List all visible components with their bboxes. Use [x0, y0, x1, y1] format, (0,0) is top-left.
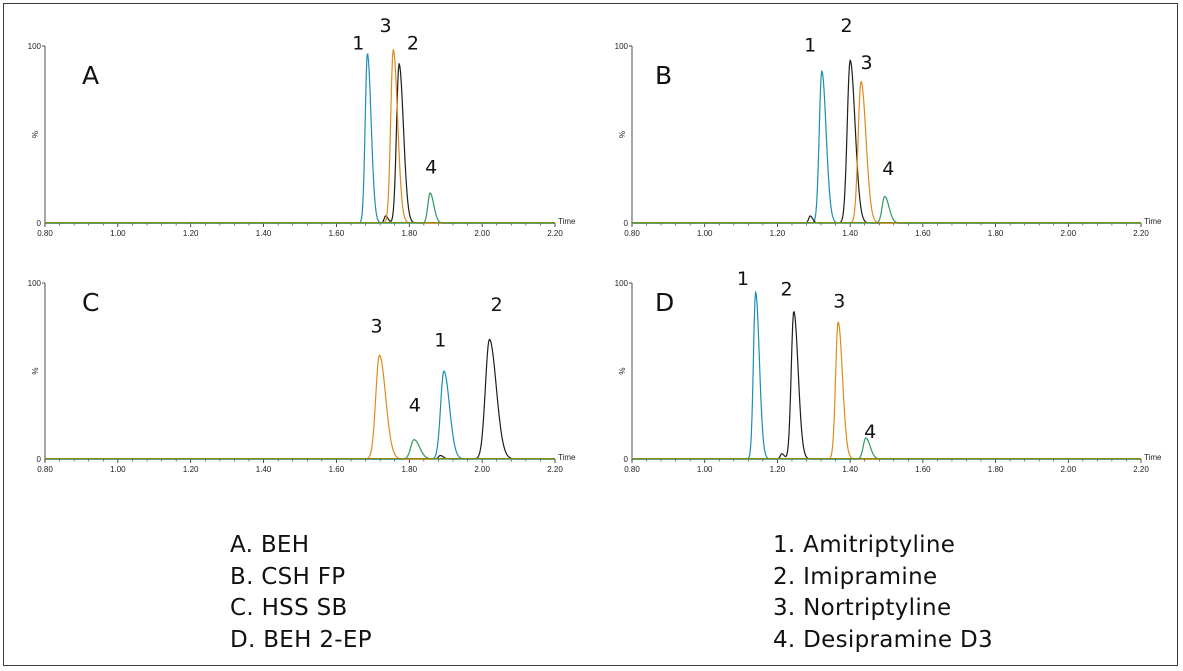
- x-axis-title: Time: [1144, 217, 1162, 226]
- x-tick-label: 2.20: [547, 465, 563, 474]
- y-tick-label: 100: [615, 42, 629, 51]
- x-tick-label: 2.00: [474, 229, 490, 238]
- x-tick-label: 0.80: [37, 465, 53, 474]
- x-tick-label: 2.20: [547, 229, 563, 238]
- trace-desipramine-d3: [632, 437, 1141, 460]
- y-tick-label: 0: [37, 219, 42, 228]
- peak-label: 1: [434, 329, 446, 351]
- panel-letter: A: [82, 61, 99, 90]
- x-tick-label: 1.00: [110, 229, 126, 238]
- peak-label: 4: [864, 421, 876, 443]
- x-tick-label: 2.20: [1133, 229, 1149, 238]
- x-tick-label: 0.80: [37, 229, 53, 238]
- peak-label: 3: [370, 315, 382, 337]
- trace-amitriptyline: [45, 370, 555, 460]
- compound-legend-item: 1. Amitriptyline: [773, 532, 956, 558]
- x-tick-label: 1.60: [915, 465, 931, 474]
- compound-legend-item: 2. Imipramine: [773, 563, 938, 590]
- column-legend: A. BEH B. CSH FP C. HSS SB D. BEH 2-EP: [230, 530, 372, 656]
- y-tick-label: 0: [37, 455, 42, 464]
- x-tick-label: 1.80: [988, 465, 1004, 474]
- x-tick-label: 1.20: [770, 229, 786, 238]
- x-tick-label: 1.40: [256, 465, 272, 474]
- x-tick-label: 2.20: [1133, 465, 1149, 474]
- column-legend-item: B. CSH FP: [230, 563, 346, 590]
- x-tick-label: 1.80: [401, 229, 417, 238]
- peak-label: 2: [780, 278, 792, 300]
- x-tick-label: 2.00: [1060, 229, 1076, 238]
- peak-label: 4: [409, 394, 421, 416]
- x-tick-label: 1.40: [842, 465, 858, 474]
- x-tick-label: 1.20: [183, 229, 199, 238]
- x-tick-label: 1.60: [329, 465, 345, 474]
- x-axis-title: Time: [558, 453, 576, 462]
- trace-imipramine: [45, 338, 555, 460]
- x-tick-label: 1.20: [770, 465, 786, 474]
- trace-amitriptyline: [45, 53, 555, 224]
- peak-label: 4: [882, 158, 894, 180]
- trace-nortriptyline: [45, 48, 555, 224]
- x-tick-label: 1.80: [988, 229, 1004, 238]
- trace-imipramine: [632, 311, 1141, 460]
- x-tick-label: 1.00: [110, 465, 126, 474]
- y-tick-label: 0: [624, 455, 629, 464]
- peak-label: 2: [840, 15, 852, 37]
- x-tick-label: 1.00: [697, 229, 713, 238]
- panel-letter: D: [655, 288, 674, 317]
- y-axis-label: %: [31, 131, 40, 138]
- trace-imipramine: [45, 63, 555, 224]
- x-tick-label: 2.00: [1060, 465, 1076, 474]
- y-tick-label: 100: [28, 279, 42, 288]
- column-legend-item: D. BEH 2-EP: [230, 626, 372, 653]
- panel-letter: C: [82, 288, 99, 317]
- x-axis-title: Time: [558, 217, 576, 226]
- y-axis-label: %: [31, 367, 40, 374]
- trace-desipramine-d3: [632, 195, 1141, 224]
- y-tick-label: 100: [615, 279, 629, 288]
- peak-label: 3: [380, 15, 392, 37]
- peak-label: 4: [425, 156, 437, 178]
- peak-label: 1: [804, 34, 816, 56]
- y-axis-label: %: [618, 131, 627, 138]
- peak-label: 1: [737, 268, 749, 290]
- x-axis-title: Time: [1144, 453, 1162, 462]
- x-tick-label: 1.60: [329, 229, 345, 238]
- trace-amitriptyline: [632, 291, 1141, 460]
- figure-frame: [3, 3, 1178, 666]
- peak-label: 2: [407, 33, 419, 55]
- compound-legend-item: 4. Desipramine D3: [773, 626, 993, 653]
- y-tick-label: 0: [624, 219, 629, 228]
- peak-label: 3: [860, 52, 872, 74]
- x-tick-label: 1.20: [183, 465, 199, 474]
- compound-legend-item: 3. Nortriptyline: [773, 595, 952, 621]
- x-tick-label: 0.80: [624, 229, 640, 238]
- x-tick-label: 2.00: [474, 465, 490, 474]
- compound-legend: 1. Amitriptyline 2. Imipramine 3. Nortri…: [773, 530, 993, 656]
- column-legend-item: A. BEH: [230, 532, 310, 558]
- x-tick-label: 0.80: [624, 465, 640, 474]
- peak-label: 1: [352, 33, 364, 55]
- x-tick-label: 1.40: [256, 229, 272, 238]
- trace-nortriptyline: [632, 321, 1141, 460]
- column-legend-item: C. HSS SB: [230, 595, 348, 621]
- peak-label: 3: [833, 291, 845, 313]
- x-tick-label: 1.40: [842, 229, 858, 238]
- y-axis-label: %: [618, 367, 627, 374]
- panel-letter: B: [655, 61, 672, 90]
- y-tick-label: 100: [28, 42, 42, 51]
- peak-label: 2: [491, 294, 503, 316]
- trace-nortriptyline: [45, 354, 555, 460]
- x-tick-label: 1.80: [401, 465, 417, 474]
- x-tick-label: 1.60: [915, 229, 931, 238]
- x-tick-label: 1.00: [697, 465, 713, 474]
- trace-desipramine-d3: [45, 192, 555, 224]
- trace-nortriptyline: [632, 80, 1141, 224]
